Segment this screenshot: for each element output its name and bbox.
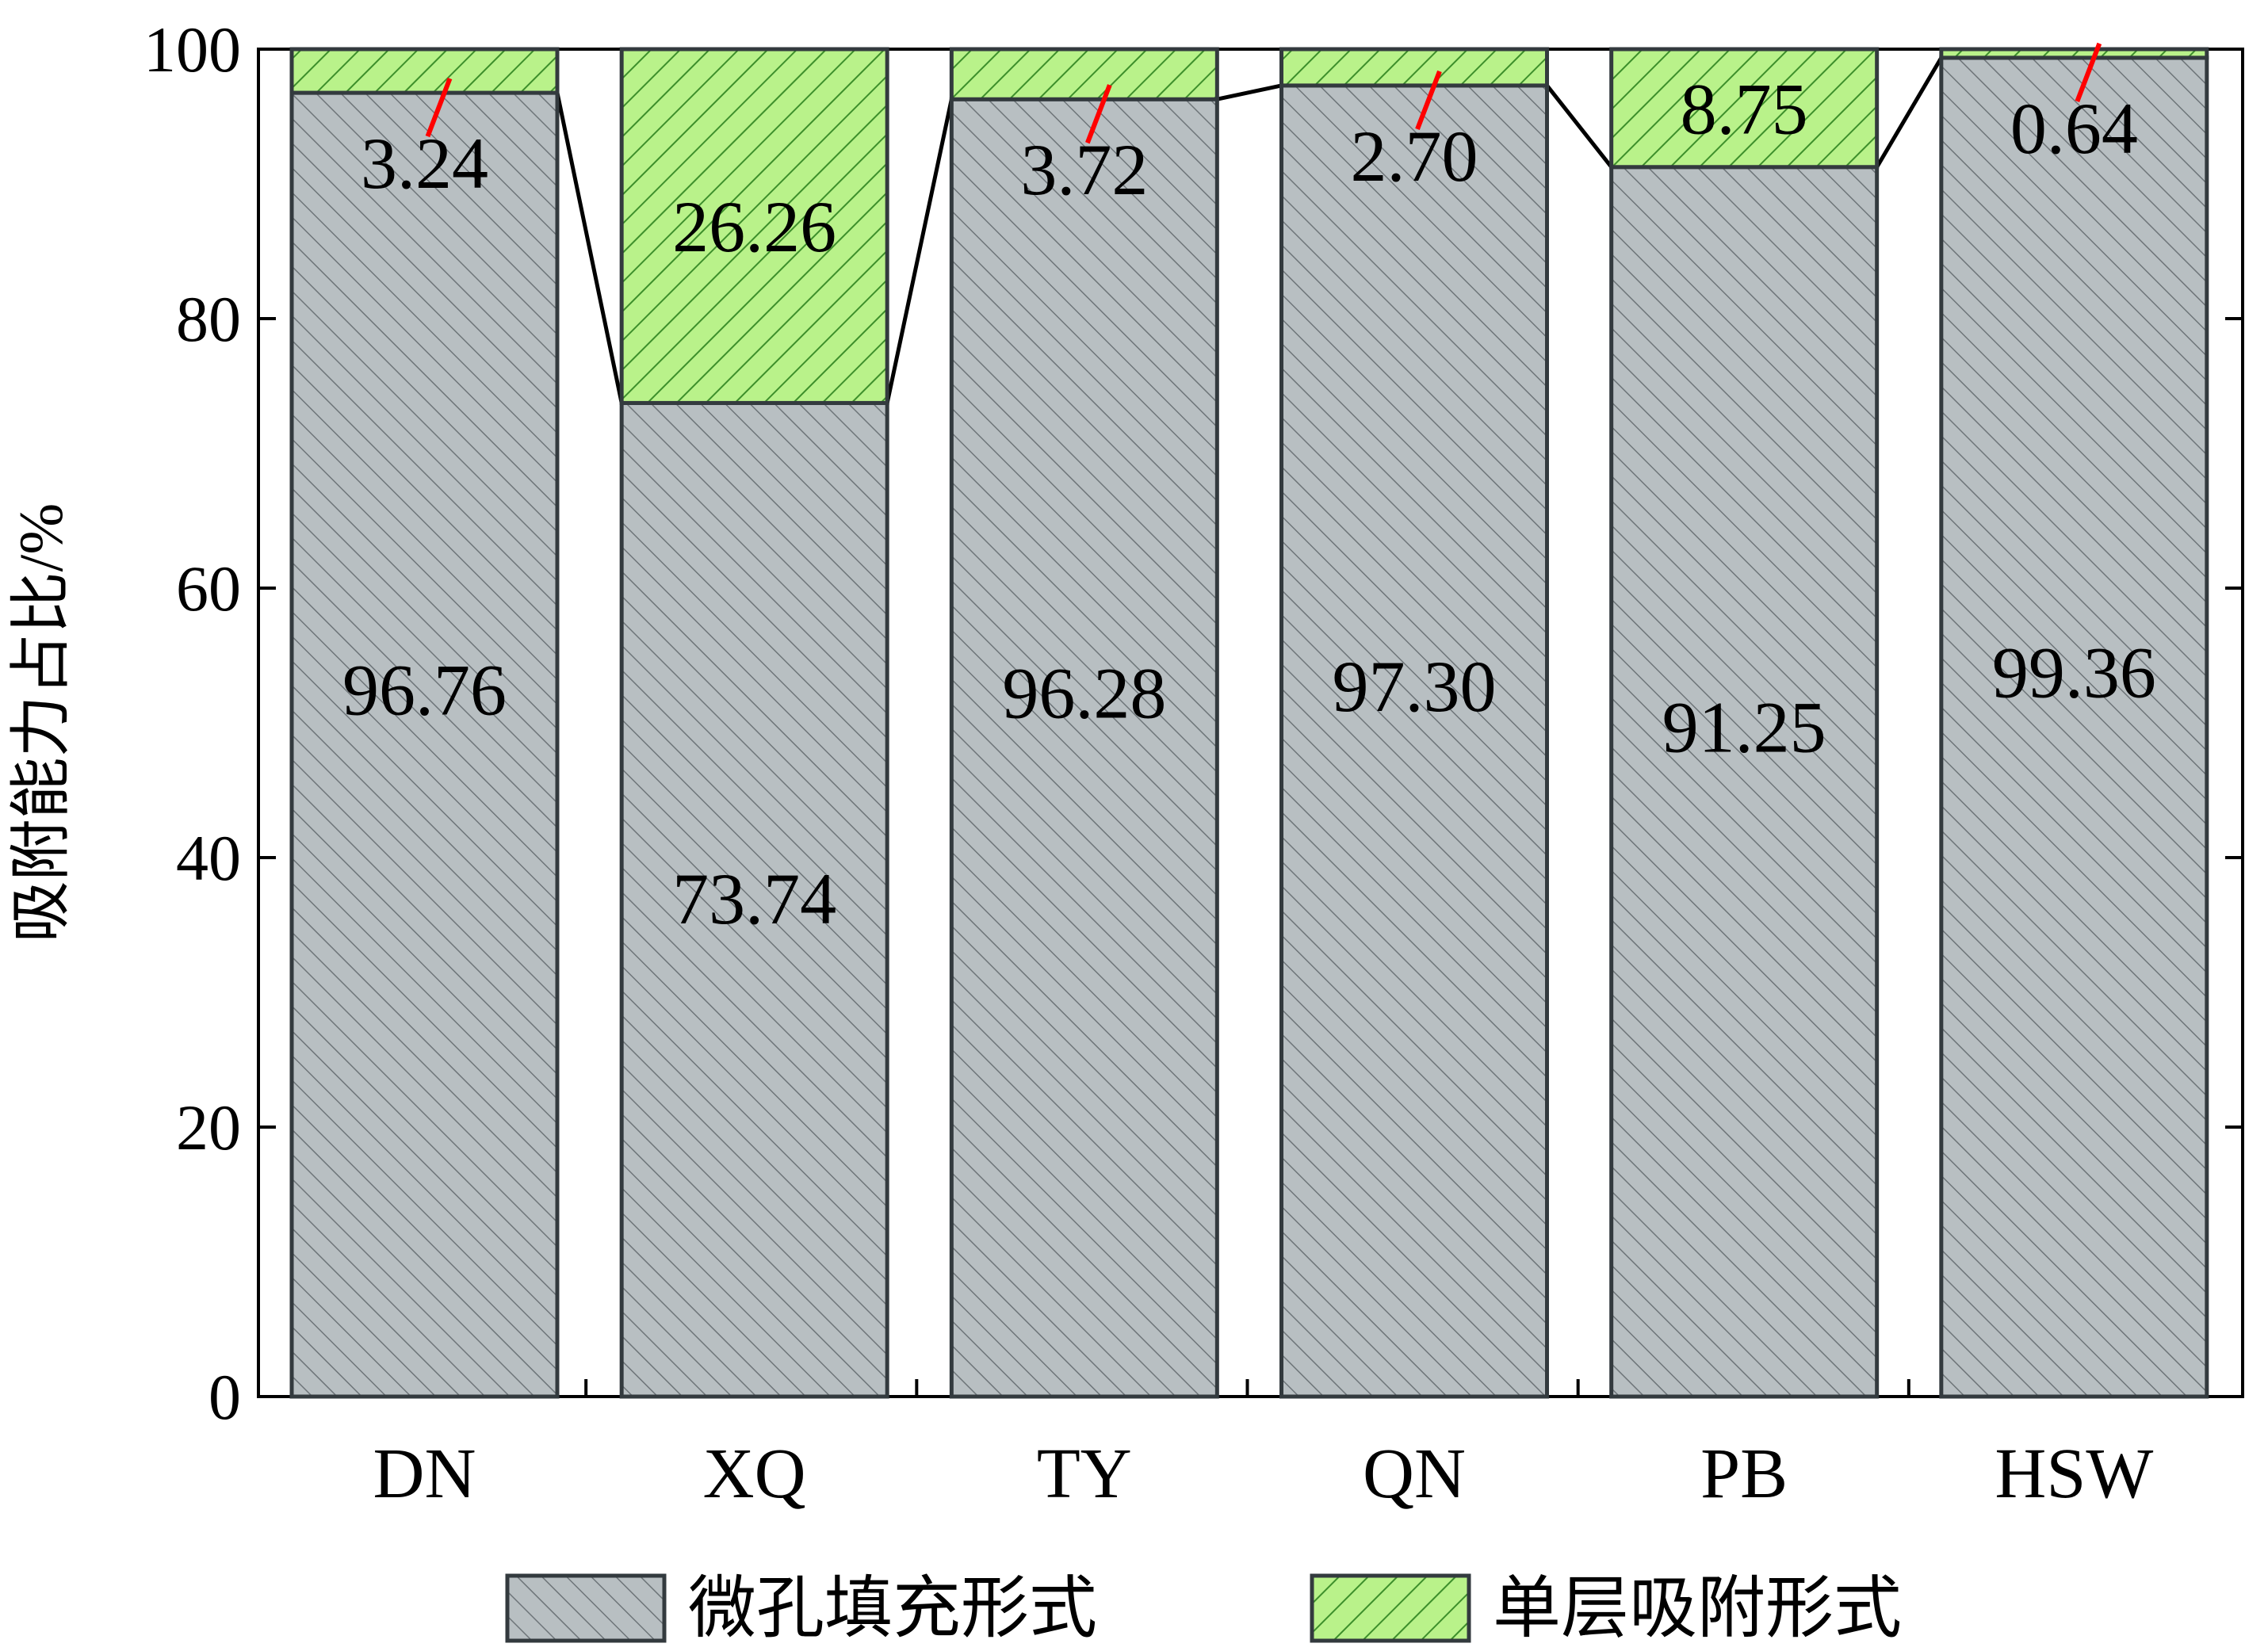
- data-label-QN-monolayer: 2.70: [1351, 116, 1478, 197]
- x-tick-label-HSW: HSW: [1995, 1435, 2153, 1513]
- data-label-DN-monolayer: 3.24: [361, 123, 488, 204]
- y-tick-label-40: 40: [176, 822, 241, 894]
- bar-segment-PB-monolayer: [1609, 47, 1880, 170]
- legend-swatch-micropore: [505, 1573, 667, 1643]
- x-tick-label-DN: DN: [373, 1435, 476, 1513]
- x-tick-label-TY: TY: [1037, 1435, 1132, 1513]
- data-label-HSW-monolayer: 0.64: [2010, 88, 2138, 169]
- data-label-TY-monolayer: 3.72: [1020, 129, 1148, 210]
- y-tick-label-0: 0: [208, 1361, 241, 1433]
- bar-segment-DN-micropore: [289, 90, 560, 1399]
- bar-segment-QN-monolayer: [1279, 47, 1549, 88]
- data-label-XQ-micropore: 73.74: [672, 858, 836, 939]
- legend-swatch-monolayer: [1310, 1573, 1471, 1643]
- data-label-PB-monolayer: 8.75: [1681, 68, 1808, 149]
- data-label-QN-micropore: 97.30: [1333, 646, 1497, 727]
- bar-segment-DN-monolayer: [289, 47, 560, 95]
- bar-segment-HSW-micropore: [1939, 55, 2209, 1399]
- y-tick-label-20: 20: [176, 1091, 241, 1164]
- leader-line-TY: [1085, 84, 1112, 144]
- bar-segment-XQ-monolayer: [619, 47, 889, 405]
- leader-line-DN: [425, 78, 453, 138]
- y-axis-title: 吸附能力占比/%: [6, 503, 75, 943]
- legend-label-monolayer: 单层吸附形式: [1493, 1570, 1902, 1646]
- y-tick-label-80: 80: [176, 283, 241, 355]
- data-label-DN-micropore: 96.76: [342, 650, 507, 731]
- bar-segment-XQ-micropore: [619, 400, 889, 1399]
- bar-segment-TY-micropore: [949, 97, 1219, 1399]
- leader-line-QN: [1415, 70, 1442, 130]
- y-axis: 0 20 40 60 80 100: [143, 13, 2243, 1433]
- bar-segment-TY-monolayer: [949, 47, 1219, 101]
- y-axis-label: 吸附能力占比/%: [6, 503, 75, 943]
- x-tick-label-PB: PB: [1700, 1435, 1788, 1513]
- connector-lines: [555, 56, 1943, 403]
- connector-line: [1875, 56, 1943, 169]
- bars: [289, 47, 2209, 1399]
- data-label-XQ-monolayer: 26.26: [672, 186, 836, 267]
- y-tick-label-60: 60: [176, 552, 241, 625]
- bar-segment-PB-micropore: [1609, 165, 1880, 1399]
- connector-line: [1216, 83, 1283, 101]
- x-axis: DN XQ TY QN PB HSW: [373, 1379, 2153, 1513]
- legend-label-micropore: 微孔填充形式: [688, 1570, 1097, 1646]
- connector-line: [1545, 84, 1613, 169]
- legend: 微孔填充形式 单层吸附形式: [505, 1570, 1902, 1646]
- connector-line: [885, 98, 954, 403]
- y-tick-label-100: 100: [143, 13, 241, 86]
- data-label-HSW-micropore: 99.36: [1992, 632, 2156, 713]
- plot-frame: [257, 48, 2244, 1398]
- data-label-PB-micropore: 91.25: [1662, 686, 1826, 767]
- x-tick-label-XQ: XQ: [703, 1435, 806, 1513]
- data-labels: 96.76 3.24 73.74 26.26 96.28 3.72 97.30 2.70 91.…: [342, 42, 2156, 939]
- leader-line-HSW: [2075, 42, 2102, 102]
- bar-segment-HSW-monolayer: [1939, 47, 2209, 60]
- x-tick-label-QN: QN: [1363, 1435, 1466, 1513]
- bar-segment-QN-micropore: [1279, 83, 1549, 1399]
- data-label-TY-micropore: 96.28: [1002, 653, 1166, 734]
- connector-line: [555, 92, 624, 403]
